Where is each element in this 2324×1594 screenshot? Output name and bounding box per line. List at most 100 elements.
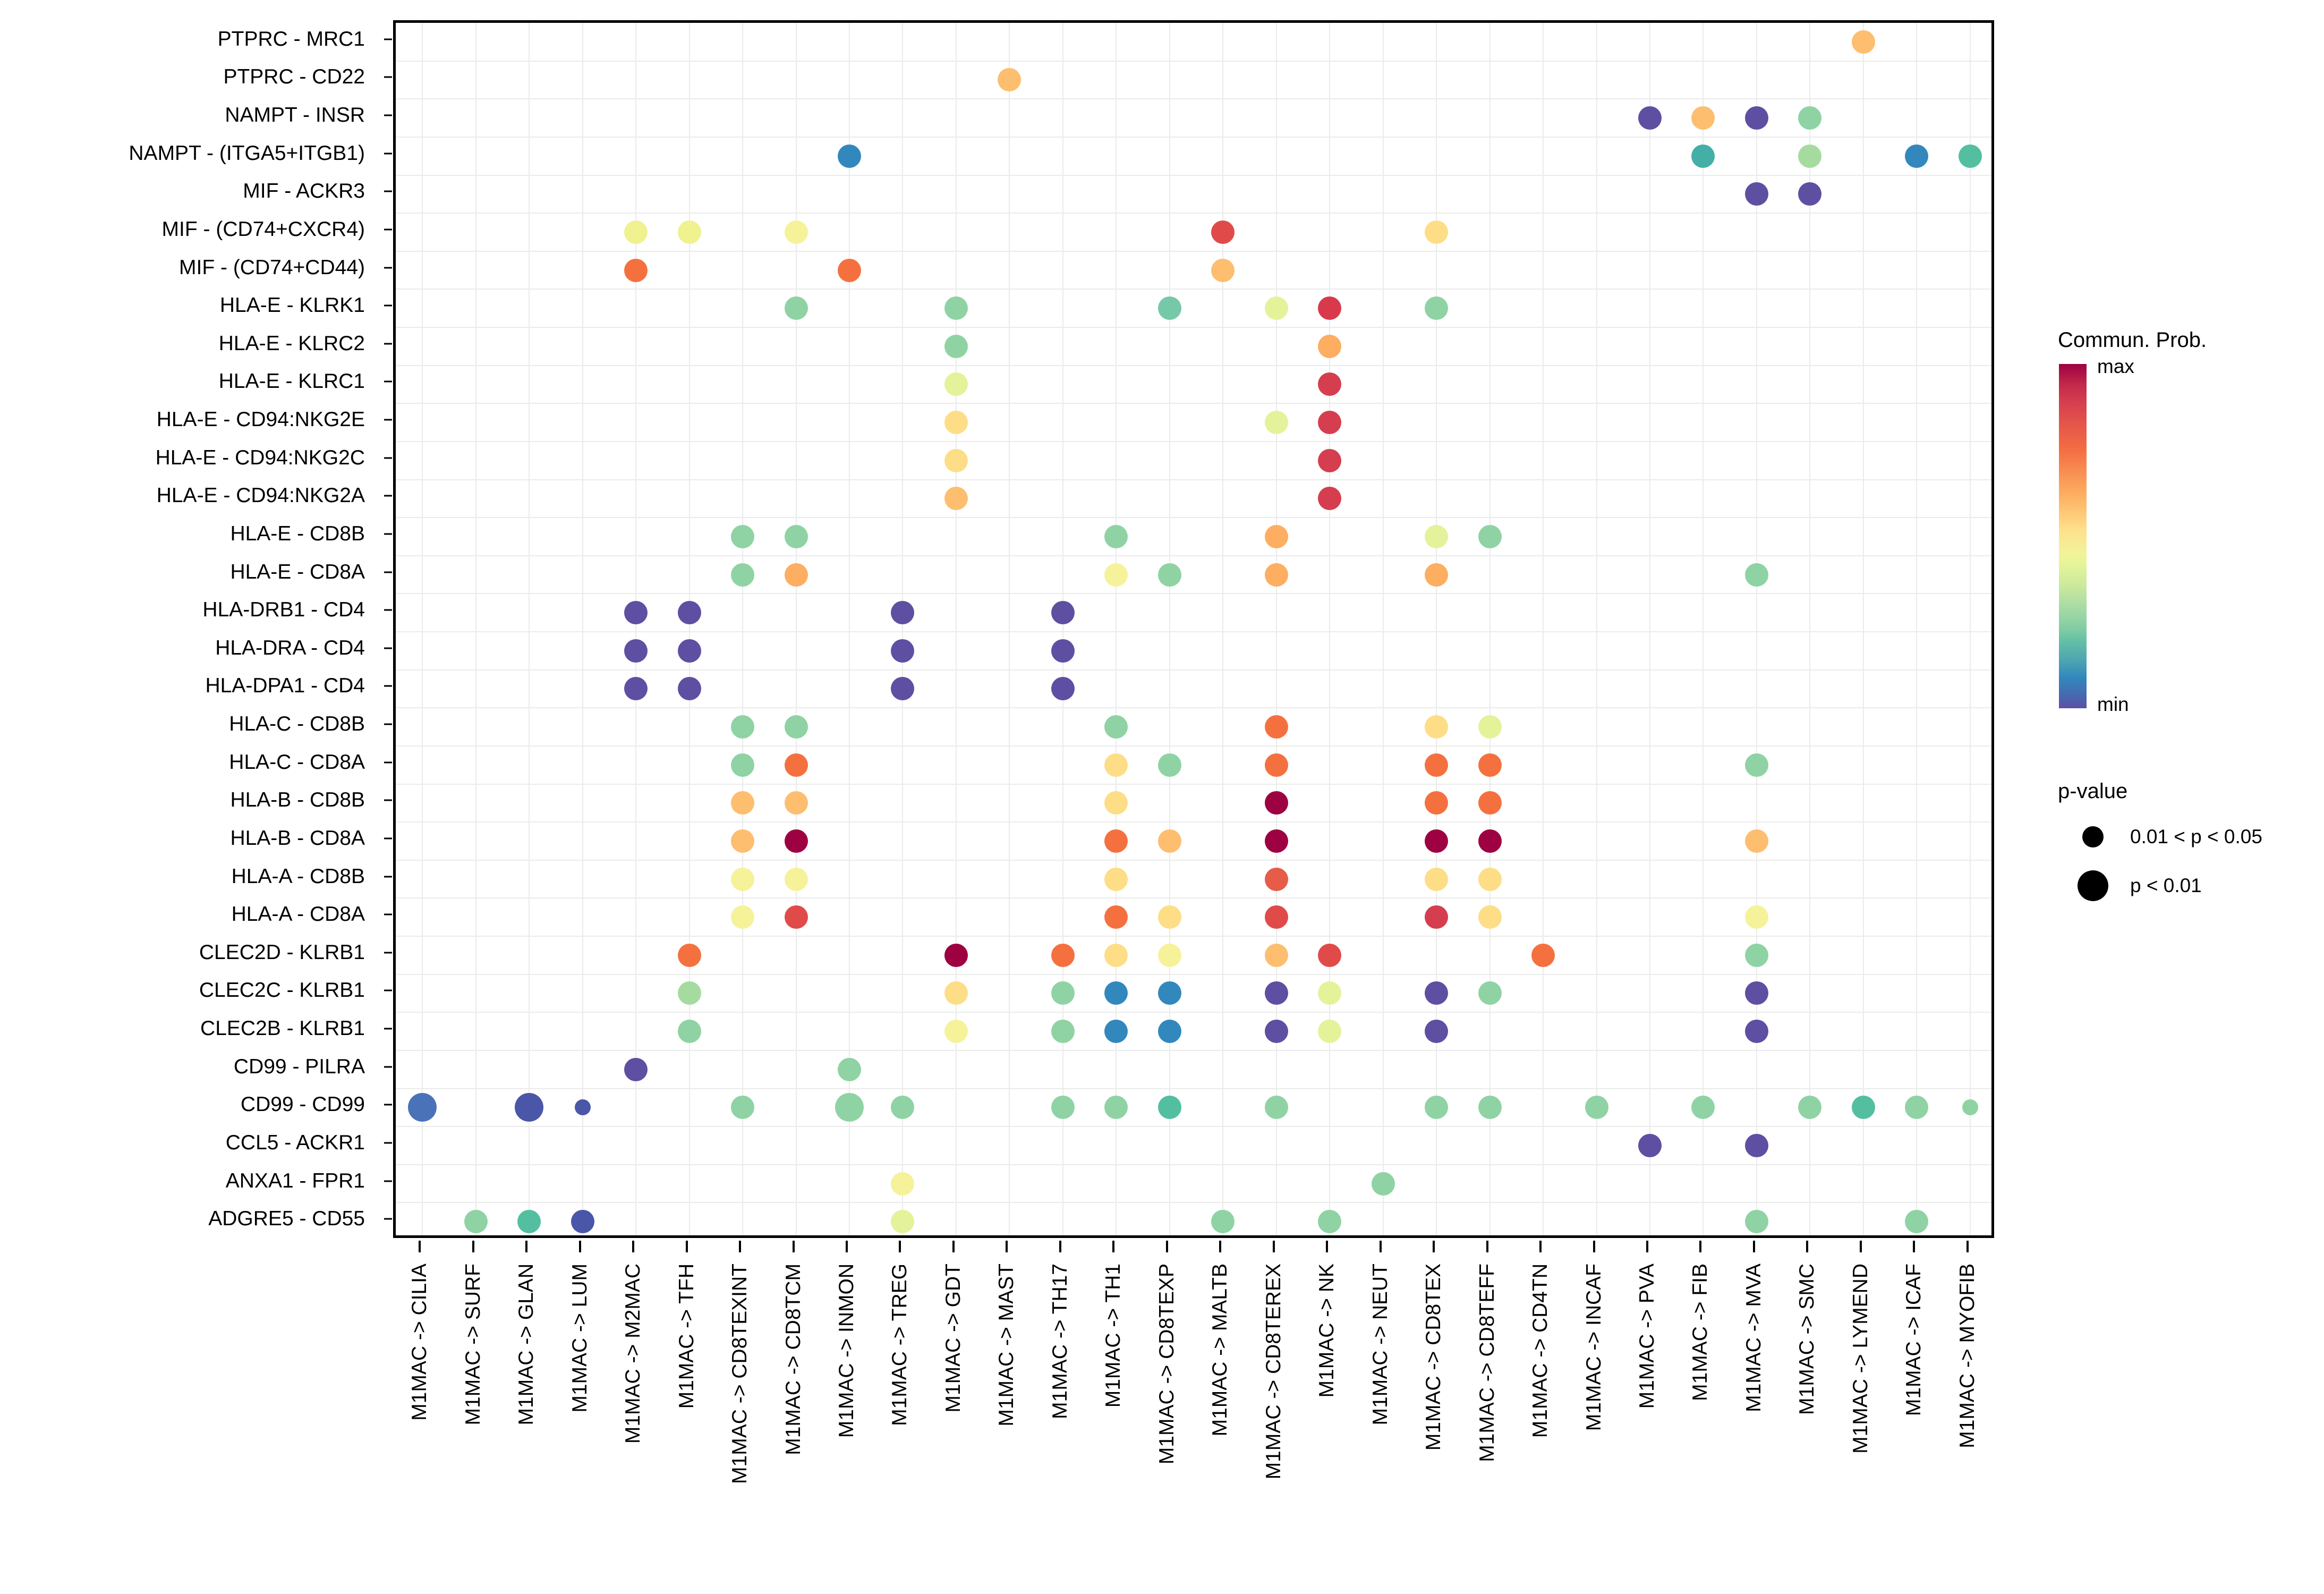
data-point [1051,677,1075,701]
grid-line-horizontal [396,745,1991,747]
x-axis-tick-label: M1MAC -> LYMEND [1849,1264,1872,1454]
data-point [1425,791,1449,815]
data-point [1744,753,1768,777]
data-point [1264,867,1288,891]
data-point [1478,715,1502,739]
data-point [944,448,968,472]
data-point [1425,296,1449,320]
grid-line-vertical [1862,23,1864,1235]
y-axis-tick-mark [384,152,392,155]
data-point [1478,1096,1502,1120]
x-axis-tick-mark [1913,1241,1916,1252]
grid-line-horizontal [396,1202,1991,1203]
data-point [731,905,755,929]
y-axis-tick-label: NAMPT - (ITGA5+ITGB1) [129,141,365,165]
data-point [1104,981,1128,1005]
data-point [784,563,808,587]
x-axis-tick-mark [1539,1241,1542,1252]
y-axis-tick-label: HLA-A - CD8A [231,903,365,926]
y-axis-tick-label: HLA-B - CD8B [230,788,365,812]
data-point [1744,943,1768,967]
data-point [1638,1133,1662,1157]
x-axis-tick-label: M1MAC -> CD8TEXINT [728,1264,752,1484]
data-point [1425,1020,1449,1044]
y-axis-tick-label: HLA-C - CD8B [229,713,365,736]
y-axis-tick-label: MIF - (CD74+CXCR4) [161,217,365,241]
x-axis-tick-label: M1MAC -> MVA [1742,1264,1765,1412]
data-point [1157,296,1181,320]
y-axis-tick-label: HLA-E - CD94:NKG2A [156,484,365,507]
x-axis-tick-label: M1MAC -> LUM [568,1264,591,1413]
data-point [1905,144,1929,168]
grid-line-vertical [795,23,797,1235]
x-axis-tick-mark [632,1241,635,1252]
x-axis-tick-label: M1MAC -> INMON [835,1264,858,1438]
x-axis-tick-label: M1MAC -> CD8TCM [781,1264,805,1455]
x-axis-tick-label: M1MAC -> TFH [675,1264,698,1409]
data-point [784,829,808,853]
data-point [998,68,1021,92]
data-point [1157,753,1181,777]
x-axis-tick-label: M1MAC -> MALTB [1208,1264,1232,1437]
data-point [677,601,701,625]
y-axis-tick-mark [384,685,392,687]
data-point [1744,1133,1768,1157]
data-point [731,563,755,587]
x-axis-tick-label: M1MAC -> CD8TEX [1422,1264,1445,1451]
y-axis-tick-mark [384,837,392,840]
data-point [624,1057,648,1081]
grid-line-horizontal [396,213,1991,214]
grid-line-vertical [1809,23,1811,1235]
y-axis-tick-mark [384,876,392,878]
data-point [1425,753,1449,777]
y-axis-tick-mark [384,533,392,535]
grid-line-vertical [1969,23,1971,1235]
x-axis-tick-mark [739,1241,742,1252]
data-point [1318,1210,1342,1234]
grid-line-horizontal [396,631,1991,632]
y-axis-tick-mark [384,723,392,725]
data-point [891,1210,915,1234]
grid-line-horizontal [396,60,1991,62]
data-points-layer [396,23,1991,1235]
data-point [1744,106,1768,130]
data-point [1104,1020,1128,1044]
x-axis-tick-mark [578,1241,581,1252]
data-point [1104,563,1128,587]
data-point [1051,1020,1075,1044]
grid-line-horizontal [396,1049,1991,1051]
colorbar-max-label: max [2097,355,2134,377]
grid-line-vertical [475,23,476,1235]
data-point [891,1096,915,1120]
y-axis-tick-label: HLA-C - CD8A [229,750,365,774]
x-axis-tick-label: M1MAC -> GDT [941,1264,965,1413]
y-axis-tick-mark [384,1028,392,1030]
data-point [624,258,648,282]
size-legend-row: p < 0.01 [2056,870,2311,901]
data-point [1585,1096,1608,1120]
data-point [1478,829,1502,853]
data-point [574,1099,591,1116]
y-axis-labels: PTPRC - MRC1 PTPRC - CD22 NAMPT - INSR NAMP… [0,0,374,1594]
y-axis-tick-label: HLA-A - CD8B [231,864,365,888]
data-point [1744,829,1768,853]
grid-lines [396,23,1991,1235]
x-axis-tick-label: M1MAC -> CD8TEREX [1262,1264,1285,1480]
y-axis-tick-label: NAMPT - INSR [225,104,365,127]
y-axis-tick-mark [384,1104,392,1106]
legend: Commun. Prob. max min p-value 0.01 < p <… [2056,328,2311,901]
size-legend-entries: 0.01 < p < 0.05 p < 0.01 [2056,826,2311,901]
data-point [1425,867,1449,891]
x-axis-tick-mark [1593,1241,1595,1252]
y-axis-tick-label: ADGRE5 - CD55 [208,1207,365,1231]
grid-line-horizontal [396,936,1991,937]
y-axis-tick-mark [384,761,392,764]
y-axis-tick-label: HLA-E - CD94:NKG2E [156,408,365,431]
x-axis-tick-mark [899,1241,901,1252]
data-point [731,829,755,853]
y-axis-tick-mark [384,1180,392,1182]
data-point [731,753,755,777]
data-point [624,220,648,244]
grid-line-horizontal [396,859,1991,861]
